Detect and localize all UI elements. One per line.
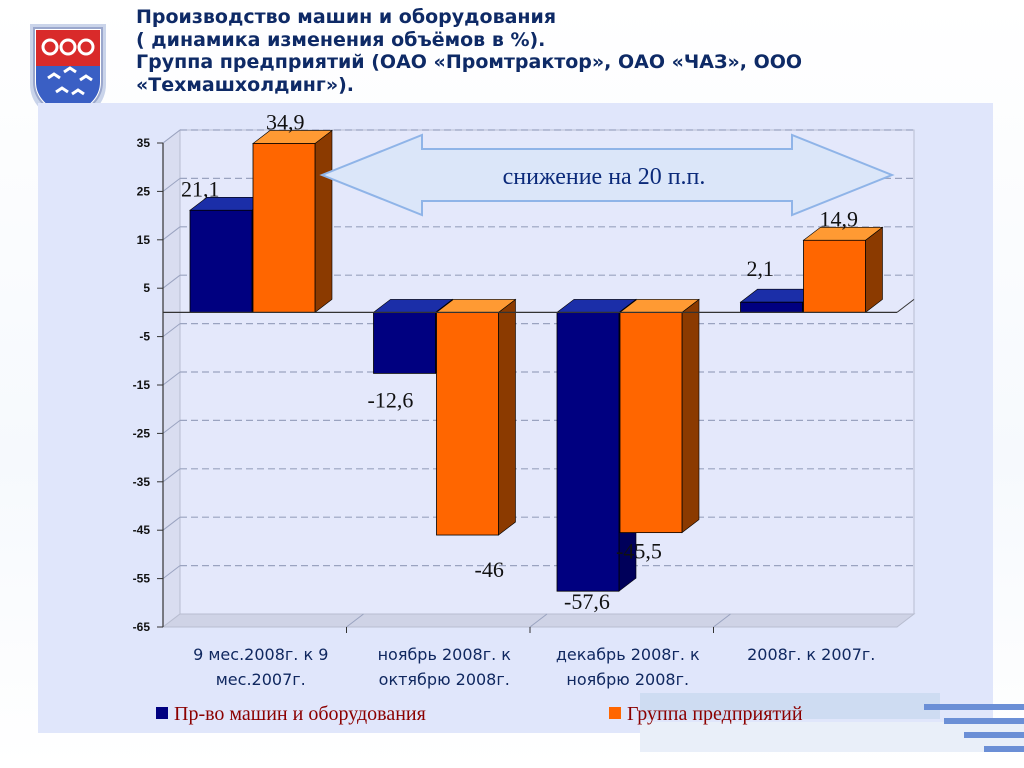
legend-label-series-2: Группа предприятий — [627, 703, 803, 725]
gridline-side — [162, 516, 181, 531]
title-line-3: Группа предприятий (ОАО «Промтрактор», О… — [136, 51, 803, 73]
data-label-series1: -12,6 — [368, 387, 414, 412]
chart-title: Производство машин и оборудования ( дина… — [136, 6, 896, 96]
data-label-series2: -45,5 — [616, 539, 662, 564]
bar-series1 — [556, 311, 620, 592]
y-tick-label: 5 — [143, 281, 150, 295]
data-label-series1: 2,1 — [747, 256, 775, 281]
y-tick-label: -5 — [139, 330, 150, 344]
gridline-side — [162, 178, 181, 192]
gridline-side — [162, 274, 181, 289]
bar-series1 — [740, 301, 803, 313]
chart-legend: Пр-во машин и оборудования Группа предпр… — [156, 703, 876, 727]
category-label: ноябрь 2008г. к — [378, 645, 512, 664]
y-tick-label: 25 — [137, 184, 151, 198]
data-label-series1: -57,6 — [564, 589, 610, 614]
legend-swatch-series-1 — [156, 707, 168, 719]
gridline-side — [162, 565, 181, 579]
gridline-side — [162, 323, 181, 337]
arrow-annotation: снижение на 20 п.п. — [503, 164, 706, 190]
bar-side-series2 — [681, 298, 700, 534]
category-separator — [713, 613, 731, 628]
data-label-series2: 34,9 — [266, 109, 305, 134]
double-arrow-icon — [319, 133, 895, 217]
y-tick-label: -35 — [133, 475, 151, 489]
y-tick-label: -55 — [133, 572, 151, 586]
gridline-side — [162, 468, 181, 483]
gridline-side — [162, 420, 181, 434]
watermark-bar — [640, 693, 940, 719]
legend-item-series-2: Группа предприятий — [609, 703, 803, 726]
bar-side-series2 — [498, 298, 516, 536]
legend-swatch-series-2 — [609, 707, 621, 719]
y-tick-label: -25 — [133, 426, 151, 440]
gridline-side — [162, 226, 181, 241]
category-label: декабрь 2008г. к — [556, 645, 700, 664]
bar-series2 — [436, 311, 499, 536]
category-label: 9 мес.2008г. к 9 — [193, 645, 328, 664]
city-coat-of-arms-icon — [30, 24, 106, 124]
y-tick-label: -15 — [133, 378, 151, 392]
y-tick-label: -45 — [133, 523, 151, 537]
watermark-bar-lower — [640, 722, 1024, 752]
y-tick-label: 35 — [137, 136, 151, 150]
category-separator — [529, 613, 548, 628]
bar-series2 — [803, 239, 866, 313]
category-label: октябрю 2008г. — [379, 670, 510, 689]
legend-item-series-1: Пр-во машин и оборудования — [156, 703, 426, 726]
category-label: 2008г. к 2007г. — [747, 645, 875, 664]
title-line-1: Производство машин и оборудования — [136, 6, 557, 28]
corner-decoration-icon — [924, 704, 1024, 752]
bar-series2 — [252, 143, 316, 313]
bar-series1 — [189, 209, 253, 313]
category-separator — [346, 613, 364, 628]
gridline-side — [162, 129, 181, 144]
bar-side-series2 — [314, 129, 333, 314]
gridline-side — [162, 371, 181, 386]
data-label-series2: 14,9 — [820, 206, 859, 231]
category-label: ноябрю 2008г. — [566, 670, 689, 689]
bar-series1 — [373, 311, 436, 374]
legend-label-series-1: Пр-во машин и оборудования — [174, 703, 426, 725]
data-label-series1: 21,1 — [181, 176, 220, 201]
y-tick-label: -65 — [133, 620, 151, 634]
x-axis-depth — [896, 299, 915, 313]
title-line-4: «Техмашхолдинг»). — [136, 73, 355, 96]
category-label: мес.2007г. — [216, 670, 306, 689]
bar-series2 — [619, 311, 683, 534]
title-line-2: ( динамика изменения объёмов в %). — [136, 28, 546, 51]
data-label-series2: -46 — [475, 557, 504, 582]
y-tick-label: 15 — [137, 233, 151, 247]
bar-side-series2 — [865, 226, 883, 314]
